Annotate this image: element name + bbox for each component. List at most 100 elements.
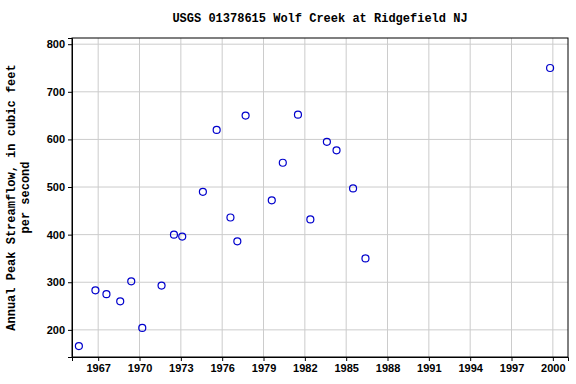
tick-mark bbox=[305, 357, 306, 361]
tick-mark bbox=[68, 139, 72, 140]
tick: 1967 bbox=[86, 357, 110, 374]
tick-label: 1976 bbox=[210, 362, 234, 374]
grid-line-x bbox=[511, 38, 512, 357]
tick-label: 700 bbox=[47, 86, 65, 98]
grid-line-x bbox=[222, 38, 223, 357]
tick-label: 1967 bbox=[86, 362, 110, 374]
points bbox=[75, 64, 553, 349]
tick-label: 1973 bbox=[169, 362, 193, 374]
tick: 1988 bbox=[376, 357, 400, 374]
tick-label: 400 bbox=[47, 229, 65, 241]
tick-mark bbox=[140, 357, 141, 361]
tick-label: 600 bbox=[47, 133, 65, 145]
point bbox=[279, 159, 286, 166]
tick: 500 bbox=[47, 181, 72, 193]
point bbox=[294, 111, 301, 118]
plot-frame bbox=[72, 38, 568, 357]
tick: 1997 bbox=[500, 357, 524, 374]
y-axis-title: Annual Peak Streamflow, in cubic feetper… bbox=[5, 64, 33, 330]
point bbox=[227, 214, 234, 221]
tick: 1970 bbox=[128, 357, 152, 374]
tick-mark bbox=[553, 357, 554, 361]
chart: 1967 1970 1973 1976 1979 1982 1985 1988 1991 1994… bbox=[0, 0, 576, 384]
tick-mark bbox=[264, 357, 265, 361]
tick-mark bbox=[346, 357, 347, 361]
point bbox=[128, 278, 135, 285]
point bbox=[199, 188, 206, 195]
point bbox=[75, 343, 82, 350]
grid-line-x bbox=[346, 38, 347, 357]
tick-mark bbox=[68, 330, 72, 331]
grid-line-x bbox=[387, 38, 388, 357]
point bbox=[234, 238, 241, 245]
grid-line-x bbox=[428, 38, 429, 357]
tick-mark bbox=[222, 357, 223, 361]
tick: 1994 bbox=[458, 357, 483, 374]
point bbox=[103, 291, 110, 298]
tick-label: 1979 bbox=[252, 362, 276, 374]
grid-line-x bbox=[470, 38, 471, 357]
tick-label: 1985 bbox=[334, 362, 358, 374]
grid-line-y bbox=[72, 91, 568, 92]
tick-label: 800 bbox=[47, 38, 65, 50]
grid-line-y bbox=[72, 139, 568, 140]
grid bbox=[72, 38, 568, 357]
tick: 1991 bbox=[417, 357, 441, 374]
point bbox=[158, 282, 165, 289]
grid-line-x bbox=[263, 38, 264, 357]
point bbox=[92, 287, 99, 294]
tick: 400 bbox=[47, 229, 72, 241]
axis-line bbox=[73, 358, 569, 362]
tick: 1976 bbox=[210, 357, 234, 374]
tick: 700 bbox=[47, 86, 72, 98]
point bbox=[268, 197, 275, 204]
tick-label: 1970 bbox=[128, 362, 152, 374]
grid-line-y bbox=[72, 282, 568, 283]
tick: 200 bbox=[47, 324, 72, 336]
tick-mark bbox=[68, 187, 72, 188]
point bbox=[547, 64, 554, 71]
point bbox=[179, 233, 186, 240]
grid-line-y bbox=[72, 329, 568, 330]
tick-mark bbox=[68, 44, 72, 45]
point bbox=[323, 138, 330, 145]
tick-mark bbox=[68, 235, 72, 236]
point bbox=[170, 231, 177, 238]
tick: 1973 bbox=[169, 357, 193, 374]
point bbox=[333, 147, 340, 154]
grid-line-x bbox=[180, 38, 181, 357]
point bbox=[307, 216, 314, 223]
grid-line-x bbox=[139, 38, 140, 357]
tick-label: 200 bbox=[47, 324, 65, 336]
point bbox=[350, 185, 357, 192]
tick-mark bbox=[429, 357, 430, 361]
tick-label: 1991 bbox=[417, 362, 441, 374]
title: USGS 01378615 Wolf Creek at Ridgefield N… bbox=[172, 12, 467, 26]
grid-line-x bbox=[304, 38, 305, 357]
x-axis: 1967 1970 1973 1976 1979 1982 1985 1988 1991 1994… bbox=[73, 357, 569, 374]
grid-line-x bbox=[552, 38, 553, 357]
tick-mark bbox=[470, 357, 471, 361]
tick-label: 2000 bbox=[541, 362, 565, 374]
y-axis-title-line: Annual Peak Streamflow, in cubic feet bbox=[5, 64, 19, 330]
tick-mark bbox=[512, 357, 513, 361]
grid-line-y bbox=[72, 44, 568, 45]
tick: 1979 bbox=[252, 357, 276, 374]
tick-mark bbox=[98, 357, 99, 361]
tick-mark bbox=[388, 357, 389, 361]
y-axis-title-line: per second bbox=[19, 161, 33, 233]
tick-label: 1982 bbox=[293, 362, 317, 374]
grid-line-y bbox=[72, 187, 568, 188]
tick-label: 500 bbox=[47, 181, 65, 193]
tick-mark bbox=[181, 357, 182, 361]
tick: 1985 bbox=[334, 357, 358, 374]
tick-label: 300 bbox=[47, 276, 65, 288]
tick: 1982 bbox=[293, 357, 317, 374]
grid-line-y bbox=[72, 234, 568, 235]
tick: 600 bbox=[47, 133, 72, 145]
y-axis: 200 300 400 500 600 700 800 bbox=[47, 38, 73, 357]
tick-mark bbox=[68, 92, 72, 93]
tick: 2000 bbox=[541, 357, 565, 374]
point bbox=[213, 126, 220, 133]
point bbox=[362, 255, 369, 262]
